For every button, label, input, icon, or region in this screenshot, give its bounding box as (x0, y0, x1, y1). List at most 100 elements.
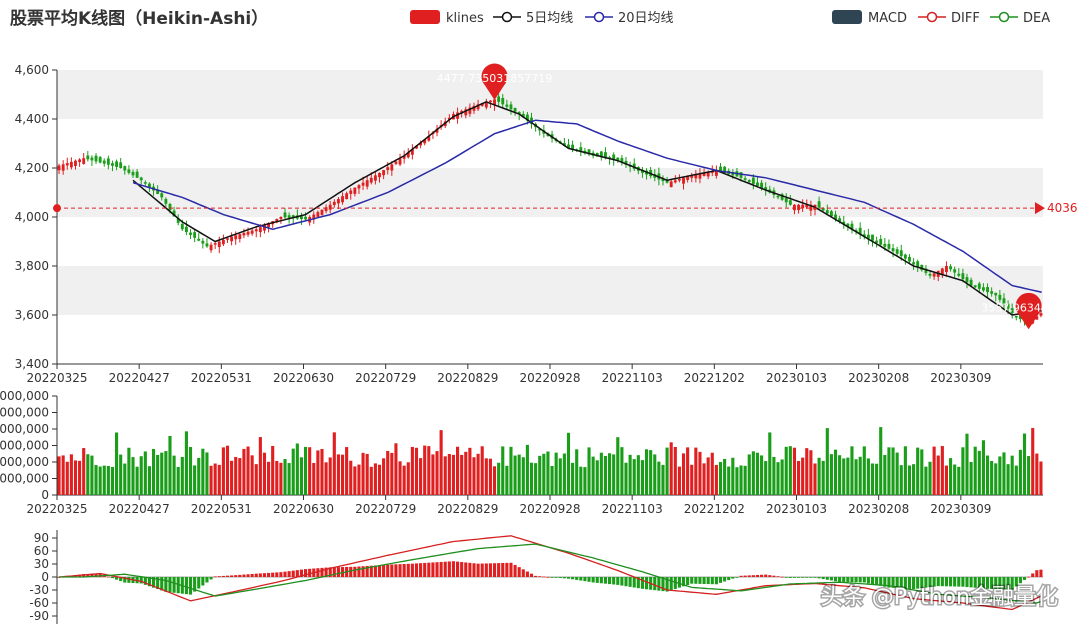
candle-body (784, 198, 788, 203)
candle-body (505, 104, 509, 107)
volume-bar (299, 457, 304, 495)
candle-body (69, 161, 73, 168)
candle-body (895, 249, 899, 254)
candle-body (866, 234, 870, 239)
candle-body (427, 136, 431, 141)
candle-body (599, 151, 603, 158)
macd-histogram-bar (1006, 577, 1010, 590)
macd-histogram-bar (542, 576, 546, 578)
max-marker-label: 4477.735031857719 (437, 72, 552, 85)
macd-histogram-bar (805, 577, 809, 578)
legend-diff-label[interactable]: DIFF (951, 11, 980, 26)
candle-body (945, 266, 948, 273)
candle-body (341, 196, 344, 203)
candle-body (903, 254, 907, 259)
candle-body (1018, 315, 1022, 320)
volume-x-tick-label: 20220325 (26, 502, 87, 516)
volume-bar (817, 457, 821, 495)
candle-body (180, 223, 184, 230)
volume-bar (612, 454, 616, 495)
candle-body (456, 112, 460, 119)
legend-macd-swatch[interactable] (832, 10, 862, 24)
candle-body (168, 203, 172, 211)
macd-histogram-bar (698, 577, 702, 584)
candle-body (973, 285, 977, 288)
price-x-tick-label: 20220928 (519, 371, 580, 385)
volume-bar (694, 447, 698, 495)
macd-histogram-bar (414, 563, 419, 577)
volume-bar (332, 432, 336, 495)
candle-body (193, 232, 197, 238)
macd-histogram-bar (110, 577, 115, 579)
price-x-tick-label: 20221202 (684, 371, 745, 385)
volume-bar (139, 456, 143, 495)
volume-bar (784, 446, 788, 495)
volume-bar (65, 461, 69, 495)
macd-histogram-bar (119, 577, 123, 582)
volume-bar (829, 454, 833, 495)
candle-body (788, 200, 792, 205)
candle-body (797, 204, 800, 211)
volume-bar (965, 433, 969, 495)
candle-body (410, 149, 414, 155)
macd-histogram-bar (776, 576, 780, 578)
volume-bar (340, 454, 345, 495)
macd-histogram-bar (353, 566, 357, 577)
macd-histogram-bar (230, 575, 234, 577)
candle-body (115, 161, 119, 167)
legend-klines-swatch[interactable] (410, 10, 440, 24)
legend-ma20-marker[interactable] (593, 11, 605, 23)
price-panel: 3,400 3,600 3,800 4,000 4,200 4,400 4,600 20220… (15, 63, 1078, 385)
volume-panel: 0 0,000,000 0,000,000 0,000,000 0,000,000 0,0… (0, 389, 1043, 516)
volume-bar (406, 462, 410, 495)
macd-histogram-bar (410, 563, 414, 577)
candle-body (135, 171, 139, 178)
price-x-tick-label: 20220729 (355, 371, 416, 385)
legend-ma5-marker[interactable] (501, 11, 513, 23)
macd-histogram-bar (632, 577, 636, 588)
legend-klines-label[interactable]: klines (446, 11, 484, 26)
legend-macd-label[interactable]: MACD (868, 11, 907, 26)
candle-body (488, 100, 492, 103)
candle-body (677, 179, 681, 181)
volume-bar (119, 454, 123, 495)
volume-bar (571, 462, 575, 495)
candle-body (172, 210, 176, 217)
legend-dea-marker[interactable] (998, 11, 1010, 23)
volume-bar (209, 465, 213, 495)
macd-histogram-bar (760, 574, 764, 577)
macd-histogram-bar (1010, 577, 1014, 590)
volume-bar (529, 462, 534, 495)
volume-bar (907, 465, 912, 495)
volume-bar (73, 460, 78, 495)
macd-histogram-bar (710, 577, 714, 585)
candle-body (612, 154, 616, 160)
legend-ma5-label[interactable]: 5日均线 (526, 11, 573, 26)
candle-body (209, 244, 213, 251)
candle-body (756, 182, 759, 186)
macd-histogram-bar (558, 577, 562, 578)
macd-histogram-bar (1035, 570, 1039, 577)
volume-bar (135, 466, 139, 495)
legend-dea-label[interactable]: DEA (1023, 11, 1050, 26)
macd-histogram-bar (267, 572, 271, 577)
candle-body (258, 227, 262, 233)
candle-body (1002, 298, 1006, 305)
legend-ma20-label[interactable]: 20日均线 (618, 11, 674, 26)
candle-body (957, 273, 961, 276)
macd-histogram-bar (447, 561, 451, 577)
candle-body (714, 170, 718, 176)
macd-histogram-bar (279, 572, 283, 577)
volume-bar (439, 430, 443, 495)
volume-bar (90, 455, 94, 495)
legend-diff-marker[interactable] (926, 11, 938, 23)
candle-body (604, 152, 607, 159)
candle-body (402, 155, 406, 159)
macd-histogram-bar (924, 577, 928, 588)
macd-histogram-bar (571, 577, 575, 580)
volume-bar (225, 445, 230, 495)
volume-bar (336, 454, 340, 495)
candle-body (201, 240, 205, 244)
candle-body (1006, 303, 1010, 309)
